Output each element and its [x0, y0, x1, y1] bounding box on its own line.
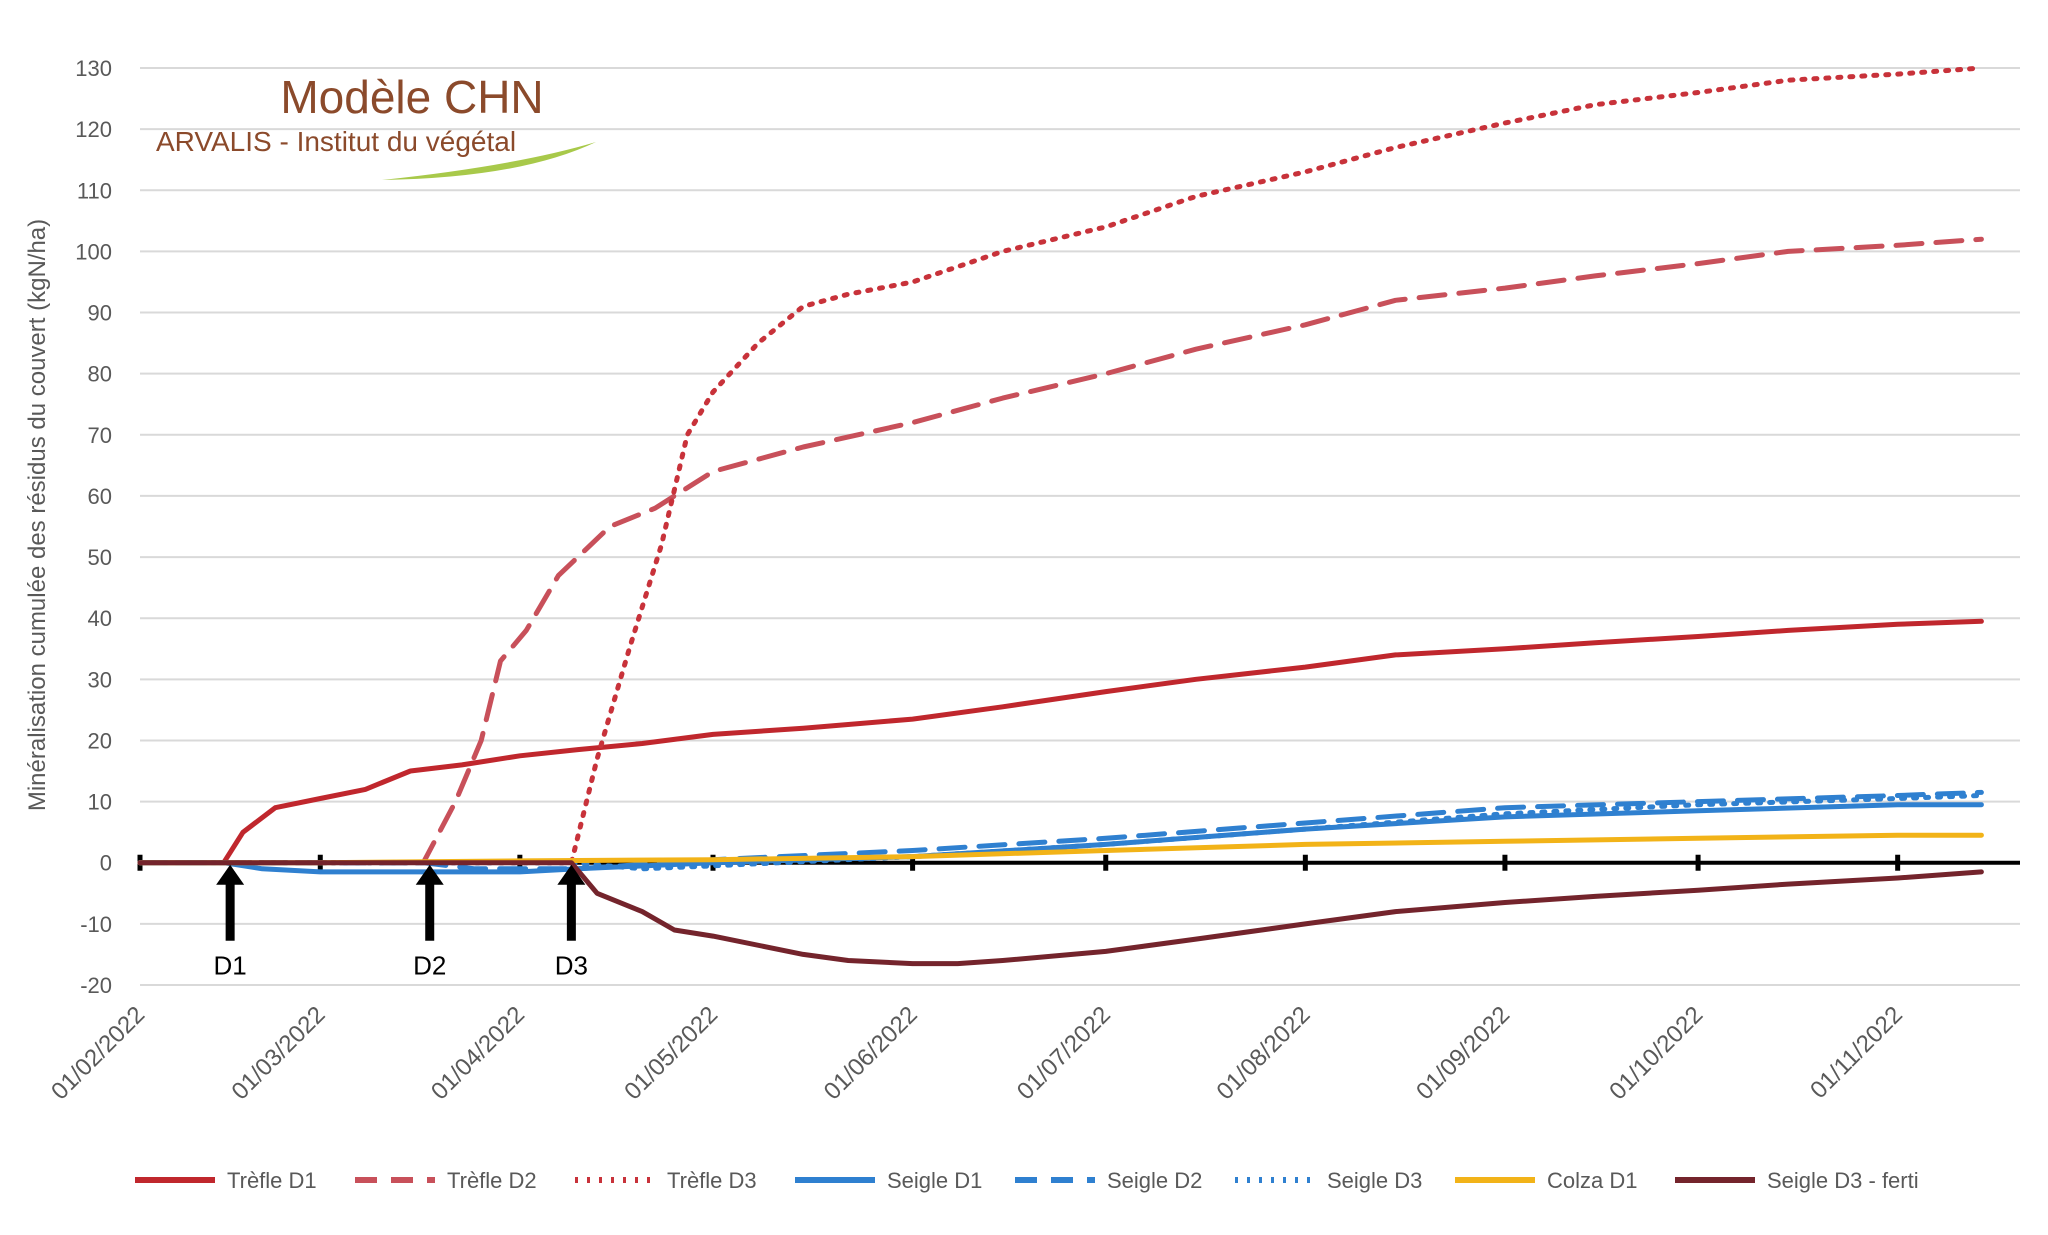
series-line-7	[137, 860, 1984, 967]
series-layer	[137, 65, 1984, 967]
x-tick-label: 01/06/2022	[819, 1001, 923, 1105]
marker-arrow-shaft	[425, 880, 435, 941]
marker-label: D2	[413, 951, 446, 981]
y-tick-label: 50	[88, 545, 112, 570]
series-line-2	[137, 65, 1984, 866]
y-axis-label: Minéralisation cumulée des résidus du co…	[24, 219, 51, 811]
series-line-1	[137, 236, 1984, 866]
y-tick-label: 60	[88, 484, 112, 509]
marker-label: D1	[214, 951, 247, 981]
y-tick-label: -10	[80, 912, 112, 937]
marker-arrow-head	[557, 864, 586, 885]
x-tick-label: 01/10/2022	[1604, 1001, 1708, 1105]
y-tick-label: 90	[88, 301, 112, 326]
x-tick-label: 01/07/2022	[1012, 1001, 1116, 1105]
marker-arrow-shaft	[225, 880, 235, 941]
x-tick-label: 01/08/2022	[1212, 1001, 1316, 1105]
y-tick-label: 80	[88, 362, 112, 387]
y-tick-label: 0	[100, 851, 112, 876]
series-line-0	[137, 618, 1984, 866]
legend: Trèfle D1 Trèfle D2 Trèfle D3 Seigle D1 Seig…	[135, 1168, 1919, 1193]
logo-title: Modèle CHN	[280, 71, 543, 123]
legend-label: Seigle D1	[887, 1168, 982, 1193]
y-tick-label: -20	[80, 973, 112, 998]
series-line-4	[137, 789, 1984, 872]
y-tick-label: 110	[77, 178, 112, 203]
legend-label: Colza D1	[1547, 1168, 1637, 1193]
legend-label: Seigle D3	[1327, 1168, 1422, 1193]
logo-subtitle: ARVALIS - Institut du végétal	[156, 126, 516, 157]
marker-arrow-head	[415, 864, 444, 885]
y-tick-label: 130	[75, 56, 112, 81]
marker-arrow-head	[216, 864, 245, 885]
legend-label: Seigle D3 - ferti	[1767, 1168, 1919, 1193]
y-tick-labels: -20 -10 0 10 20 30 40 50 60 70 80 90 100 110 120 130	[75, 56, 112, 998]
legend-label: Trèfle D3	[667, 1168, 757, 1193]
legend-label: Trèfle D1	[227, 1168, 317, 1193]
x-tick-label: 01/04/2022	[426, 1001, 530, 1105]
legend-label: Seigle D2	[1107, 1168, 1202, 1193]
y-tick-label: 120	[75, 117, 112, 142]
grid-layer	[140, 67, 2020, 986]
date-markers: D1 D2 D3	[214, 864, 588, 981]
y-tick-label: 10	[88, 790, 112, 815]
y-tick-label: 20	[88, 728, 112, 753]
x-tick-label: 01/05/2022	[619, 1001, 723, 1105]
y-tick-label: 30	[88, 667, 112, 692]
y-tick-label: 70	[88, 423, 112, 448]
marker-arrow-shaft	[566, 880, 576, 941]
x-tick-labels: 01/02/2022 01/03/2022 01/04/2022 01/05/2022…	[46, 1001, 1908, 1105]
y-tick-label: 40	[88, 606, 112, 631]
legend-label: Trèfle D2	[447, 1168, 537, 1193]
x-tick-label: 01/02/2022	[46, 1001, 150, 1105]
x-tick-label: 01/11/2022	[1805, 1001, 1908, 1104]
logo: Modèle CHN ARVALIS - Institut du végétal	[156, 71, 596, 180]
x-tick-label: 01/09/2022	[1411, 1001, 1515, 1105]
marker-label: D3	[555, 951, 588, 981]
y-tick-label: 100	[75, 239, 112, 264]
series-line-5	[137, 793, 1984, 872]
x-tick-label: 01/03/2022	[226, 1001, 330, 1105]
